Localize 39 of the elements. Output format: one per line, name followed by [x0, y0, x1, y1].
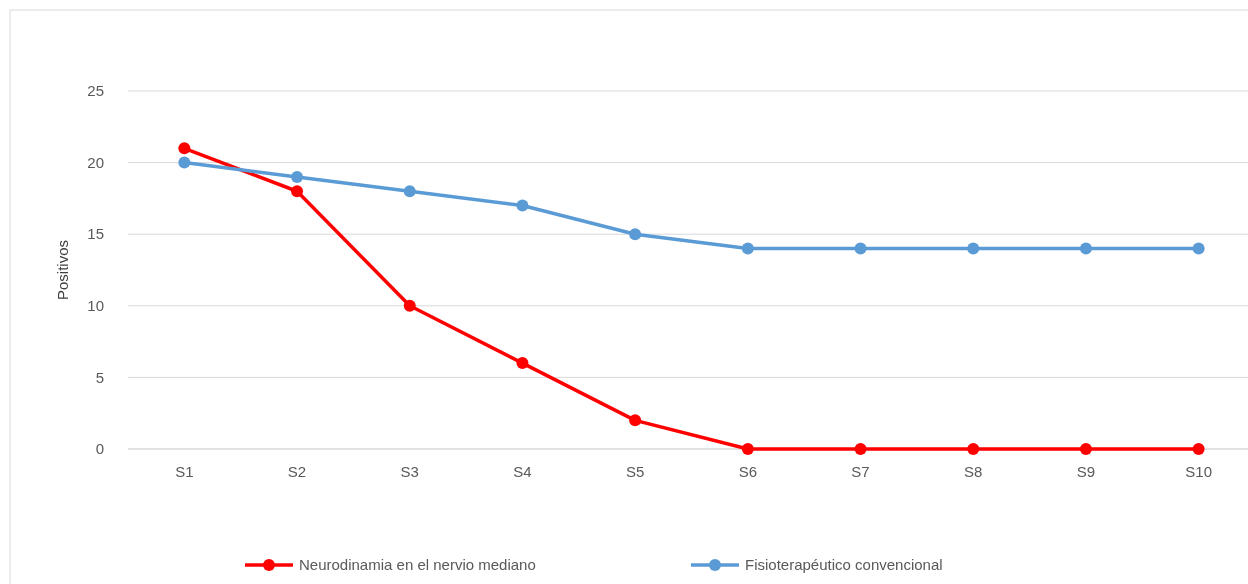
y-tick-label: 20	[87, 153, 104, 171]
y-tick-label: 5	[95, 368, 104, 386]
point	[967, 443, 980, 455]
y-tick-label: 10	[87, 297, 104, 315]
x-tick-label: S8	[964, 463, 983, 480]
point	[854, 242, 867, 255]
x-tick-label: S10	[1185, 463, 1212, 480]
x-tick-label: S6	[738, 463, 758, 480]
point	[403, 299, 416, 312]
point	[1079, 242, 1092, 255]
x-tick-label: S3	[400, 463, 419, 480]
point	[291, 170, 304, 183]
point	[178, 156, 191, 169]
point	[629, 228, 642, 241]
point	[516, 199, 529, 212]
point	[1079, 443, 1092, 455]
point	[629, 414, 642, 427]
point	[967, 242, 980, 255]
point	[403, 185, 416, 198]
point	[1192, 443, 1205, 455]
x-tick-label: S5	[625, 463, 645, 480]
x-tick-label: S1	[175, 463, 194, 480]
legend-label: Neurodinamia en el nervio mediano	[299, 556, 536, 574]
y-tick-label: 0	[95, 440, 104, 458]
point	[741, 242, 754, 255]
point	[178, 142, 191, 155]
y-tick-label: 25	[87, 82, 104, 100]
point	[291, 185, 304, 198]
point	[854, 443, 867, 455]
y-axis-title: Positivos	[54, 239, 71, 301]
legend-label: Fisioterapéutico convencional	[745, 556, 943, 574]
x-tick-label: S4	[513, 463, 532, 480]
x-tick-label: S9	[1076, 463, 1096, 480]
point	[1192, 242, 1205, 255]
x-tick-label: S7	[851, 463, 870, 480]
x-tick-label: S2	[287, 463, 307, 480]
point	[741, 443, 754, 455]
point	[516, 357, 529, 370]
y-tick-label: 15	[87, 225, 104, 243]
